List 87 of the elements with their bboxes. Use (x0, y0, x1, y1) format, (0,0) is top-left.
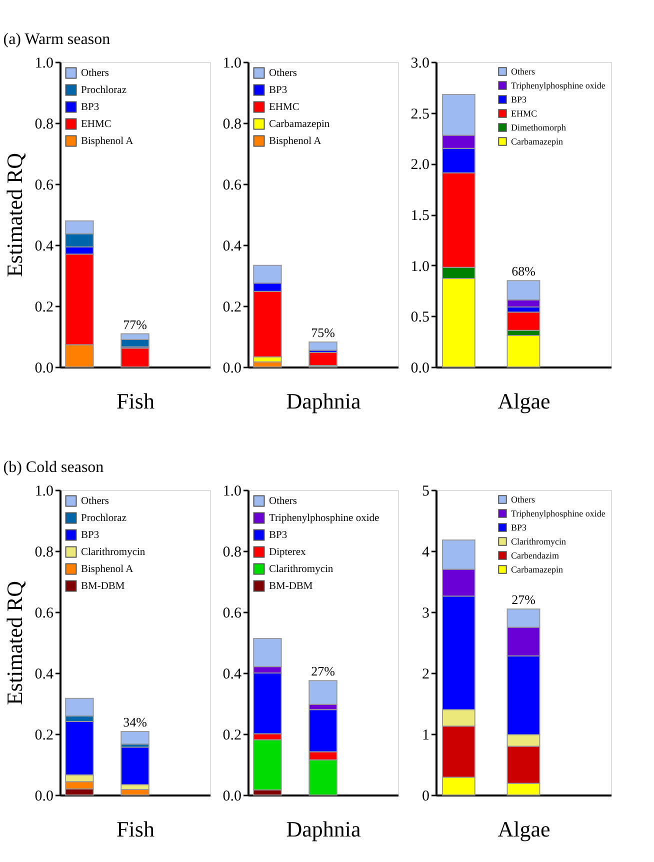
legend-label: Others (81, 68, 109, 79)
legend-label: BM-DBM (269, 581, 314, 592)
y-tick-label: 1.0 (34, 484, 54, 500)
y-tick-label: 0.8 (222, 544, 242, 560)
legend-label: Triphenylphosphine oxide (511, 508, 606, 518)
legend-label: Prochloraz (81, 513, 127, 524)
annotation: 77% (123, 316, 148, 332)
chart-title: (a) Warm season (3, 31, 110, 48)
y-tick-label: 0 (422, 788, 430, 804)
y-tick-label: 0.4 (222, 238, 242, 254)
chart-title: (b) Cold season (3, 459, 104, 476)
y-tick-label: 0.4 (34, 666, 54, 682)
legend-label: Clarithromycin (81, 547, 146, 558)
y-tick-label: 0.0 (222, 788, 242, 804)
legend-label: EHMC (511, 108, 538, 118)
y-tick-label: 4 (422, 544, 430, 560)
y-tick-label: 0.0 (34, 788, 54, 804)
x-axis-title: Daphnia (286, 816, 361, 842)
legend-label: Others (511, 494, 536, 504)
legend-label: Triphenylphosphine oxide (511, 80, 606, 90)
y-axis-title: Estimated RQ (2, 152, 27, 278)
y-tick-label: 1.0 (222, 56, 242, 72)
legend-label: Carbamazepin (511, 136, 564, 146)
legend-label: BP3 (81, 102, 100, 113)
legend-label: Clarithromycin (269, 564, 334, 575)
legend-label: EHMC (81, 119, 112, 130)
legend-label: BM-DBM (81, 581, 126, 592)
y-tick-label: 2 (422, 666, 430, 682)
legend-label: Prochloraz (81, 85, 127, 96)
y-tick-label: 0.8 (222, 116, 242, 132)
y-tick-label: 0.2 (222, 300, 242, 316)
y-tick-label: 0.8 (34, 116, 54, 132)
y-tick-label: 0.6 (222, 178, 242, 194)
annotation: 34% (123, 714, 148, 730)
legend-label: Others (81, 496, 109, 507)
y-tick-label: 0.6 (34, 606, 54, 622)
y-tick-label: 0.2 (34, 728, 54, 744)
y-tick-label: 1.5 (410, 208, 430, 224)
legend-label: Carbamazepin (511, 564, 564, 574)
y-tick-label: 0.4 (34, 238, 54, 254)
legend-label: BP3 (511, 522, 528, 532)
legend-label: Bisphenol A (81, 564, 134, 575)
annotation: 27% (512, 592, 536, 607)
x-axis-title: Fish (116, 388, 154, 414)
legend-label: Others (511, 66, 536, 76)
legend-label: BP3 (269, 85, 288, 96)
y-tick-label: 0.5 (410, 310, 430, 326)
legend-label: BP3 (81, 530, 100, 541)
legend-label: Bisphenol A (81, 136, 134, 147)
annotation: 68% (512, 264, 536, 279)
legend-label: EHMC (269, 102, 300, 113)
y-tick-label: 0.2 (34, 300, 54, 316)
legend-label: Others (269, 68, 297, 79)
y-tick-label: 0.8 (34, 544, 54, 560)
y-tick-label: 3 (422, 606, 430, 622)
legend-label: Others (269, 496, 297, 507)
x-axis-title: Daphnia (286, 388, 361, 414)
y-tick-label: 1.0 (34, 56, 54, 72)
legend-label: Carbamazepin (269, 119, 330, 130)
y-tick-label: 0.2 (222, 728, 242, 744)
y-tick-label: 0.4 (222, 666, 242, 682)
x-axis-title: Algae (498, 388, 550, 414)
legend-label: Dimethomorph (511, 122, 566, 132)
legend-label: Triphenylphosphine oxide (269, 513, 380, 524)
y-tick-label: 1.0 (410, 258, 430, 275)
legend-label: BP3 (269, 530, 288, 541)
annotation: 75% (311, 324, 336, 340)
x-axis-title: Fish (116, 816, 154, 842)
legend-label: BP3 (511, 94, 528, 104)
y-tick-label: 3.0 (410, 56, 430, 72)
legend-label: Clarithromycin (511, 536, 566, 546)
legend-label: Dipterex (269, 547, 306, 558)
legend-label: Bisphenol A (269, 136, 322, 147)
y-tick-label: 0.0 (34, 360, 54, 376)
y-tick-label: 0.6 (34, 178, 54, 194)
y-tick-label: 1.0 (222, 484, 242, 500)
y-tick-label: 0.0 (222, 360, 242, 376)
legend-label: Carbendazim (511, 550, 559, 560)
y-axis-title: Estimated RQ (2, 580, 27, 706)
x-axis-title: Algae (498, 816, 550, 842)
y-tick-label: 2.5 (410, 106, 430, 122)
y-tick-label: 0.0 (410, 360, 430, 376)
y-tick-label: 2.0 (410, 157, 430, 174)
y-tick-label: 5 (422, 484, 430, 500)
y-tick-label: 0.6 (222, 606, 242, 622)
annotation: 27% (311, 664, 336, 679)
y-tick-label: 1 (422, 728, 430, 744)
